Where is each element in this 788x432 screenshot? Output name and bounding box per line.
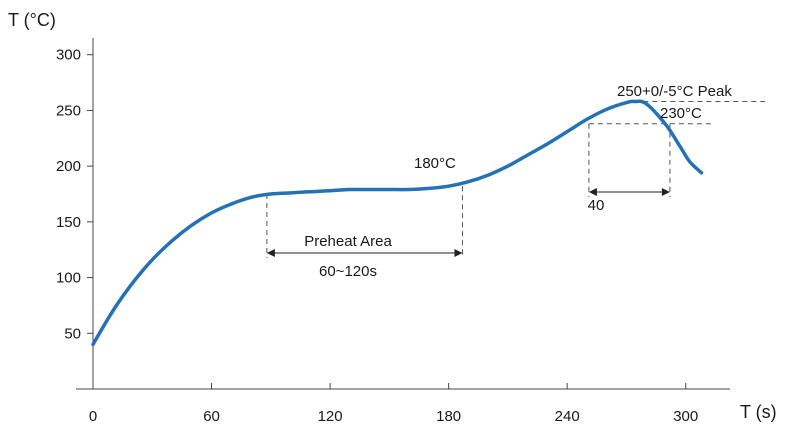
- x-tick-label: 120: [318, 408, 343, 425]
- axes: [76, 38, 730, 390]
- x-tick-label: 180: [436, 408, 461, 425]
- y-tick-label: 250: [56, 102, 81, 119]
- y-axis-title: T (°C): [8, 10, 56, 30]
- preheat-area-label: Preheat Area: [304, 233, 392, 250]
- reflow-duration-label: 40: [588, 197, 605, 214]
- series-group: [91, 99, 704, 347]
- reflow-duration-arrow-left-head: [588, 188, 597, 196]
- x-tick-label: 300: [673, 408, 698, 425]
- y-tick-label: 50: [64, 325, 81, 342]
- y-tick-label: 200: [56, 158, 81, 175]
- y-ticks: 50 100 150 200 250 300: [56, 47, 93, 342]
- preheat-duration-label: 60~120s: [319, 263, 377, 280]
- level-230-label: 230°C: [660, 105, 702, 122]
- preheat-duration-arrow-right-head: [454, 249, 463, 257]
- peak-label: 250+0/-5°C Peak: [617, 83, 732, 100]
- level-180-label: 180°C: [414, 155, 456, 172]
- preheat-duration-arrow-left-head: [266, 249, 275, 257]
- x-ticks: 0 60 120 180 240 300: [89, 383, 698, 425]
- x-tick-label: 240: [555, 408, 580, 425]
- y-tick-label: 300: [56, 47, 81, 64]
- x-axis-title: T (s): [740, 402, 777, 422]
- temperature-profile-line: [91, 99, 704, 347]
- y-tick-label: 150: [56, 214, 81, 231]
- x-tick-label: 0: [89, 408, 97, 425]
- annotations: [266, 101, 765, 258]
- reflow-duration-arrow-right-head: [661, 188, 670, 196]
- y-tick-label: 100: [56, 270, 81, 287]
- x-tick-label: 60: [203, 408, 220, 425]
